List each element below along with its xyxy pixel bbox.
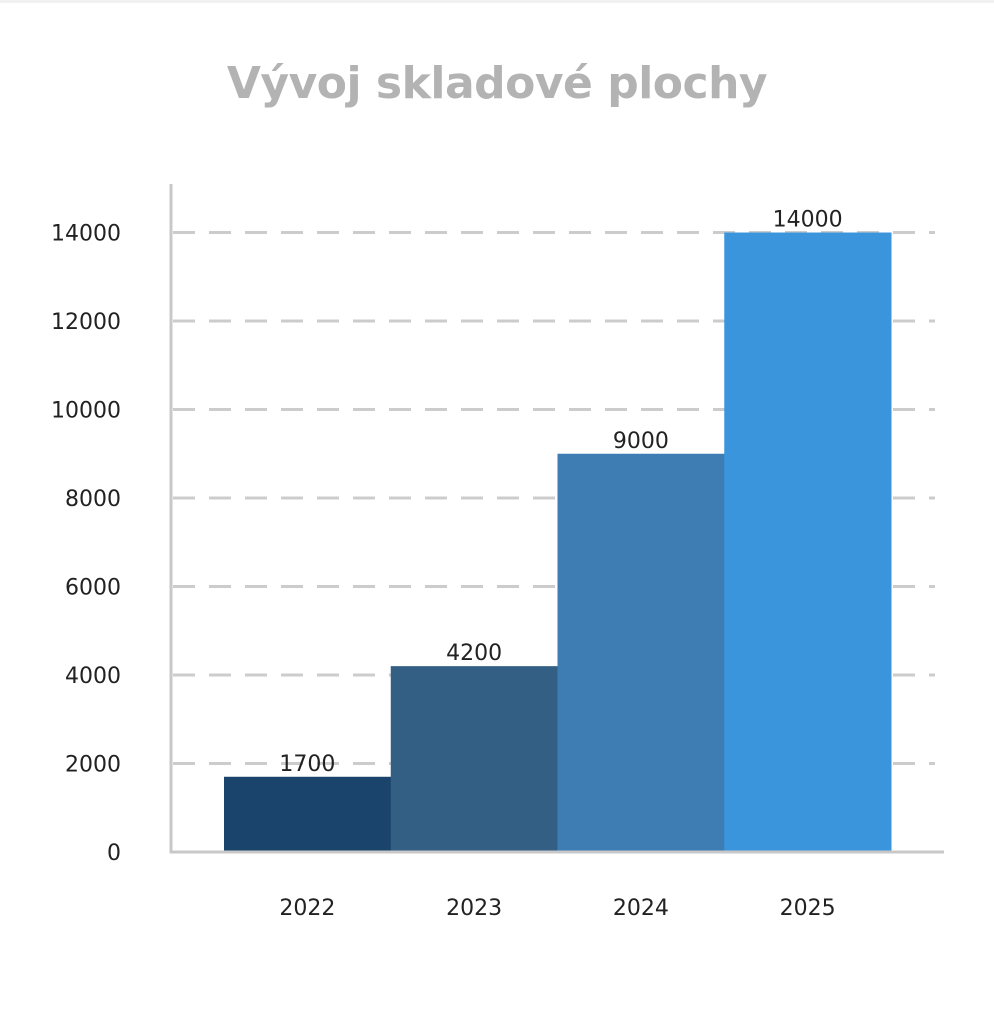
axes (169, 184, 944, 854)
top-divider (0, 0, 994, 3)
y-tick-labels: 0 2000 4000 6000 8000 10000 12000 14000 (51, 222, 121, 867)
data-label: 1700 (279, 752, 335, 777)
bar-2023 (390, 666, 558, 852)
bar-2025 (724, 232, 892, 852)
bars (224, 232, 892, 852)
x-tick-labels: 2022 2023 2024 2025 (279, 896, 835, 921)
data-label: 4200 (446, 641, 502, 666)
y-tick-label: 14000 (51, 222, 121, 247)
x-tick-label: 2025 (780, 896, 836, 921)
data-label: 14000 (773, 208, 843, 233)
x-tick-label: 2024 (613, 896, 669, 921)
y-tick-label: 2000 (65, 753, 121, 778)
y-tick-label: 6000 (65, 576, 121, 601)
y-tick-label: 10000 (51, 399, 121, 424)
data-label: 9000 (613, 429, 669, 454)
y-tick-label: 4000 (65, 664, 121, 689)
x-tick-label: 2023 (446, 896, 502, 921)
y-tick-label: 8000 (65, 487, 121, 512)
bar-2024 (557, 453, 725, 852)
y-tick-label: 0 (107, 841, 121, 866)
chart-title: Vývoj skladové plochy (226, 58, 768, 109)
y-tick-label: 12000 (51, 310, 121, 335)
x-tick-label: 2022 (279, 896, 335, 921)
data-labels: 1700 4200 9000 14000 (279, 208, 842, 777)
bar-2022 (224, 776, 392, 852)
